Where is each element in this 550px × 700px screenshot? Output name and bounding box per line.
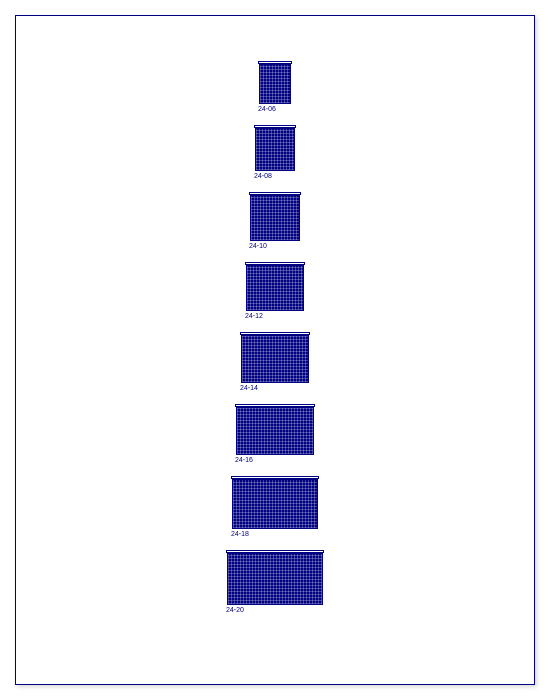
shelf-graphic xyxy=(254,125,296,171)
shelf-item-24-18: 24-18 xyxy=(231,476,319,538)
shelf-item-24-16: 24-16 xyxy=(235,404,315,464)
shelf-graphic xyxy=(235,404,315,455)
shelf-item-24-20: 24-20 xyxy=(226,550,324,614)
items-column: 24-06 24-08 24-10 24-12 24-14 24-16 24-18 24-20 xyxy=(16,61,534,626)
shelf-item-24-08: 24-08 xyxy=(254,125,296,180)
shelf-mesh xyxy=(232,479,318,529)
shelf-mesh xyxy=(259,64,291,104)
shelf-mesh xyxy=(227,553,323,605)
shelf-label: 24-16 xyxy=(235,457,253,464)
shelf-graphic xyxy=(231,476,319,529)
shelf-mesh xyxy=(250,195,300,241)
shelf-label: 24-06 xyxy=(258,106,276,113)
shelf-label: 24-12 xyxy=(245,313,263,320)
shelf-item-24-10: 24-10 xyxy=(249,192,301,250)
shelf-mesh xyxy=(246,265,304,311)
shelf-item-24-14: 24-14 xyxy=(240,332,310,392)
shelf-label: 24-14 xyxy=(240,385,258,392)
shelf-item-24-06: 24-06 xyxy=(258,61,292,113)
shelf-mesh xyxy=(241,335,309,383)
shelf-mesh xyxy=(255,128,295,171)
shelf-label: 24-08 xyxy=(254,173,272,180)
shelf-label: 24-20 xyxy=(226,607,244,614)
shelf-graphic xyxy=(240,332,310,383)
shelf-graphic xyxy=(249,192,301,241)
page-frame: 24-06 24-08 24-10 24-12 24-14 24-16 24-18 24-20 xyxy=(15,15,535,685)
shelf-label: 24-10 xyxy=(249,243,267,250)
shelf-mesh xyxy=(236,407,314,455)
shelf-graphic xyxy=(245,262,305,311)
shelf-item-24-12: 24-12 xyxy=(245,262,305,320)
shelf-label: 24-18 xyxy=(231,531,249,538)
shelf-graphic xyxy=(226,550,324,605)
shelf-graphic xyxy=(258,61,292,104)
